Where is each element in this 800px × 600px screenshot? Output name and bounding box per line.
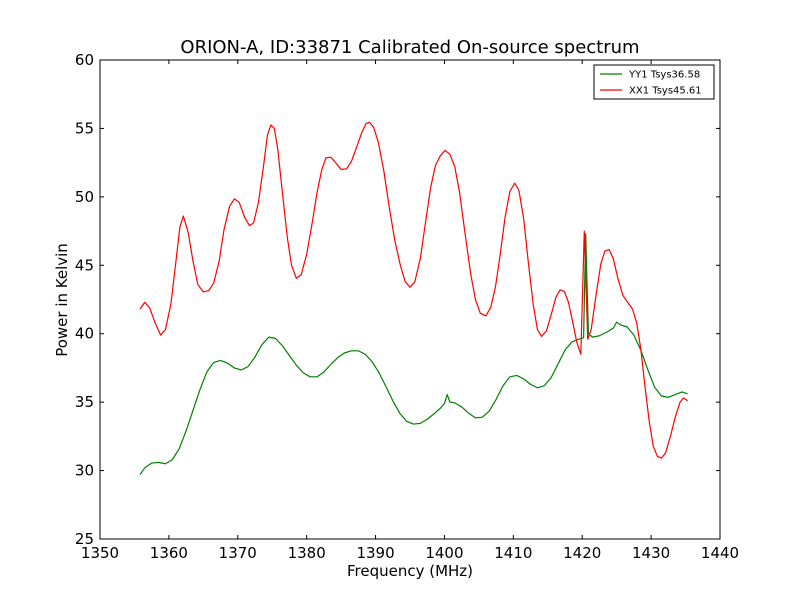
series-line-1 (139, 121, 688, 459)
x-tick-label: 1380 (288, 544, 326, 562)
x-tick-label: 1400 (425, 544, 463, 562)
series-layer (139, 121, 688, 476)
y-tick-labels: 25 30 35 40 45 50 55 60 (75, 51, 94, 548)
plot-frame (99, 59, 721, 540)
y-tick-label: 30 (75, 462, 94, 480)
y-tick-label: 60 (75, 51, 94, 69)
x-tick-labels: 1350 1360 1370 1380 1390 1400 1410 1420 1430 1440 (81, 544, 739, 562)
series-line-0 (139, 233, 688, 476)
y-tick-label: 45 (75, 256, 94, 274)
x-tick-label: 1370 (219, 544, 257, 562)
x-tick-label: 1410 (494, 544, 532, 562)
y-axis-label: Power in Kelvin (53, 243, 71, 357)
x-tick-label: 1360 (150, 544, 188, 562)
x-tick-label: 1420 (563, 544, 601, 562)
y-tick-label: 55 (75, 119, 94, 137)
legend-label-1: XX1 Tsys45.61 (629, 86, 702, 97)
chart-title: ORION-A, ID:33871 Calibrated On-source s… (180, 37, 639, 58)
x-tick-label: 1440 (701, 544, 739, 562)
legend: YY1 Tsys36.58 XX1 Tsys45.61 (593, 64, 715, 100)
plot-area (100, 60, 720, 539)
y-tick-label: 25 (75, 530, 94, 548)
x-axis-label: Frequency (MHz) (347, 562, 473, 580)
y-tick-label: 35 (75, 393, 94, 411)
y-tick-label: 50 (75, 188, 94, 206)
x-tick-label: 1430 (632, 544, 670, 562)
legend-label-0: YY1 Tsys36.58 (628, 70, 700, 81)
legend-box (593, 64, 715, 100)
x-tick-label: 1390 (356, 544, 394, 562)
x-tick-label: 1350 (81, 544, 119, 562)
y-tick-label: 40 (75, 325, 94, 343)
